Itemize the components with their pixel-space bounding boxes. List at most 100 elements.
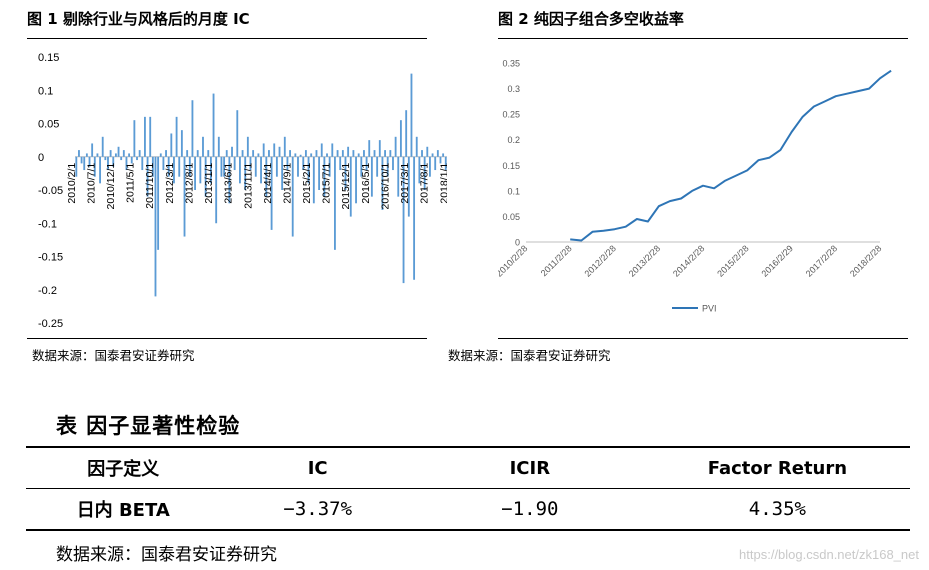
figure-1-rule (27, 38, 427, 39)
ic-bar (299, 154, 302, 157)
ic-bar (228, 156, 231, 204)
ic-bar (289, 150, 291, 157)
ic-bar (394, 136, 397, 157)
ic-bar (246, 136, 249, 157)
x-tick-label: 2012/3/1 (164, 163, 176, 204)
ic-bar (202, 136, 204, 157)
ic-bar (178, 156, 181, 177)
y-tick-label: 0.1 (38, 85, 53, 97)
ic-bar (402, 156, 405, 284)
ic-bar (191, 100, 194, 157)
cell-factor-name: 日内 BETA (76, 500, 170, 521)
x-tick-label: 2010/2/28 (498, 243, 529, 278)
header-icir: ICIR (509, 457, 551, 479)
figure-2-title: 图 2 纯因子组合多空收益率 (498, 10, 684, 28)
ic-bar (302, 156, 305, 171)
ic-bar (278, 146, 281, 157)
x-tick-label: 2018/1/1 (438, 163, 447, 204)
ic-bar (141, 156, 144, 171)
ic-bar (130, 156, 133, 164)
ic-bar (217, 136, 220, 157)
ic-bar (262, 143, 265, 157)
ic-bar (241, 150, 244, 157)
ic-bar (96, 153, 99, 157)
ic-bar (368, 140, 371, 157)
y-tick-label: 0 (515, 238, 520, 248)
ic-bar (331, 143, 334, 157)
ic-bar (405, 110, 408, 157)
x-tick-label: 2010/12/1 (105, 163, 117, 210)
y-tick-label: -0.25 (38, 318, 63, 330)
ic-bar (363, 150, 365, 157)
ic-bar (265, 156, 268, 197)
x-tick-label: 2017/8/1 (419, 163, 431, 204)
cell-factor-return: 4.35% (748, 498, 806, 520)
x-tick-label: 2016/2/29 (760, 243, 795, 278)
y-tick-label: -0.2 (38, 285, 57, 297)
x-tick-label: 2013/11/1 (242, 163, 254, 209)
ic-bar (283, 136, 286, 157)
ic-bar (199, 156, 202, 184)
ic-bar (341, 150, 344, 157)
ic-bar (397, 156, 400, 197)
ic-bar (101, 136, 104, 157)
ic-bar (426, 146, 429, 157)
ic-bar (352, 150, 355, 157)
x-tick-label: 2014/4/1 (262, 163, 274, 204)
figure-2-bottom-rule (498, 338, 908, 339)
ic-bar (307, 156, 310, 184)
ic-bar (236, 110, 239, 157)
y-tick-label: -0.05 (38, 185, 63, 197)
ic-bar (386, 156, 389, 177)
ic-bar (249, 156, 252, 171)
x-tick-label: 2014/2/28 (671, 243, 706, 278)
ic-bar (209, 156, 212, 184)
ic-bar (373, 150, 376, 157)
ic-bar (75, 156, 78, 177)
ic-bar (336, 150, 339, 157)
header-factor-return: Factor Return (707, 457, 848, 479)
figure-1-source: 数据来源：国泰君安证券研究 (32, 348, 195, 363)
ic-bar (275, 156, 278, 177)
figure-1-bottom-rule (27, 338, 427, 339)
ic-bar (173, 156, 175, 184)
ic-bar (114, 153, 117, 157)
ic-bar (355, 156, 357, 204)
y-tick-label: 0.05 (38, 119, 59, 131)
ic-bar (154, 156, 157, 297)
ic-bar (410, 73, 413, 157)
ic-bar (365, 156, 368, 171)
ic-bar (291, 156, 294, 237)
ic-bar-chart: 0.15 0.1 0.05 0 -0.05 -0.1 -0.15 -0.2 -0.25 2010/… (38, 52, 447, 330)
ic-bar (349, 156, 352, 217)
x-tick-label: 2015/2/28 (715, 243, 750, 278)
ic-bar (436, 150, 439, 157)
x-tick-label: 2016/10/1 (380, 163, 392, 210)
ic-bar (294, 153, 297, 157)
ic-bar (204, 156, 207, 197)
ic-bar (389, 150, 392, 157)
ic-bar (442, 153, 445, 157)
ic-bar (117, 146, 120, 157)
ic-bar (144, 116, 146, 157)
x-tick-label: 2012/8/1 (183, 163, 195, 204)
table-row: 日内 BETA −3.37% −1.90 4.35% (26, 489, 910, 530)
y-tick-label: 0.3 (507, 84, 520, 94)
ic-bar (109, 150, 112, 157)
ic-bar (138, 150, 141, 157)
ic-bar (254, 156, 257, 177)
ic-bar (125, 156, 128, 171)
ic-bar (407, 156, 410, 217)
x-tick-label: 2010/2/1 (66, 163, 78, 204)
x-tick-label: 2015/2/1 (301, 163, 313, 204)
ic-bar (207, 150, 210, 157)
x-tick-label: 2016/5/1 (360, 163, 372, 204)
ic-bar (149, 116, 152, 157)
ic-bar (381, 156, 384, 210)
ic-bar (370, 156, 373, 197)
ic-bar (159, 153, 162, 157)
ic-bar (85, 153, 88, 157)
ic-bar (431, 153, 434, 157)
legend-label: PVI (702, 304, 717, 314)
ic-bar (128, 153, 131, 157)
